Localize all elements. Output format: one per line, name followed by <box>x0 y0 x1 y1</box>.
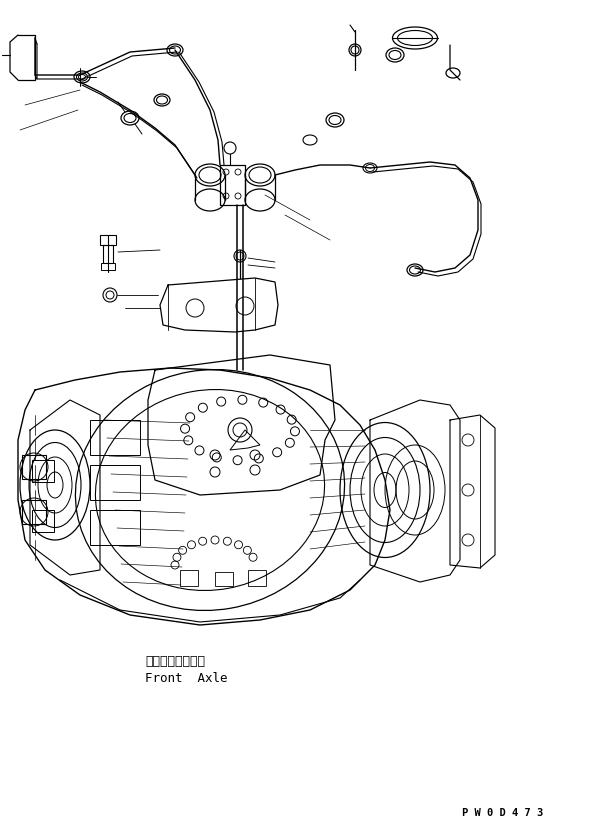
Text: P W 0 D 4 7 3: P W 0 D 4 7 3 <box>462 808 543 818</box>
Bar <box>90 465 140 500</box>
Bar <box>90 420 140 455</box>
Bar <box>220 165 245 205</box>
Bar <box>180 570 198 586</box>
Ellipse shape <box>234 250 246 262</box>
Bar <box>103 245 113 263</box>
Bar <box>101 263 115 270</box>
Ellipse shape <box>392 27 438 49</box>
Ellipse shape <box>349 44 361 56</box>
Text: フロントアクスル: フロントアクスル <box>145 655 205 668</box>
Bar <box>22 455 46 479</box>
Bar <box>100 235 116 245</box>
Bar <box>22 500 46 524</box>
Bar <box>32 510 54 532</box>
Bar <box>32 460 54 482</box>
Bar <box>215 572 233 586</box>
Text: Front  Axle: Front Axle <box>145 672 228 685</box>
Bar <box>248 570 266 586</box>
Bar <box>90 510 140 545</box>
